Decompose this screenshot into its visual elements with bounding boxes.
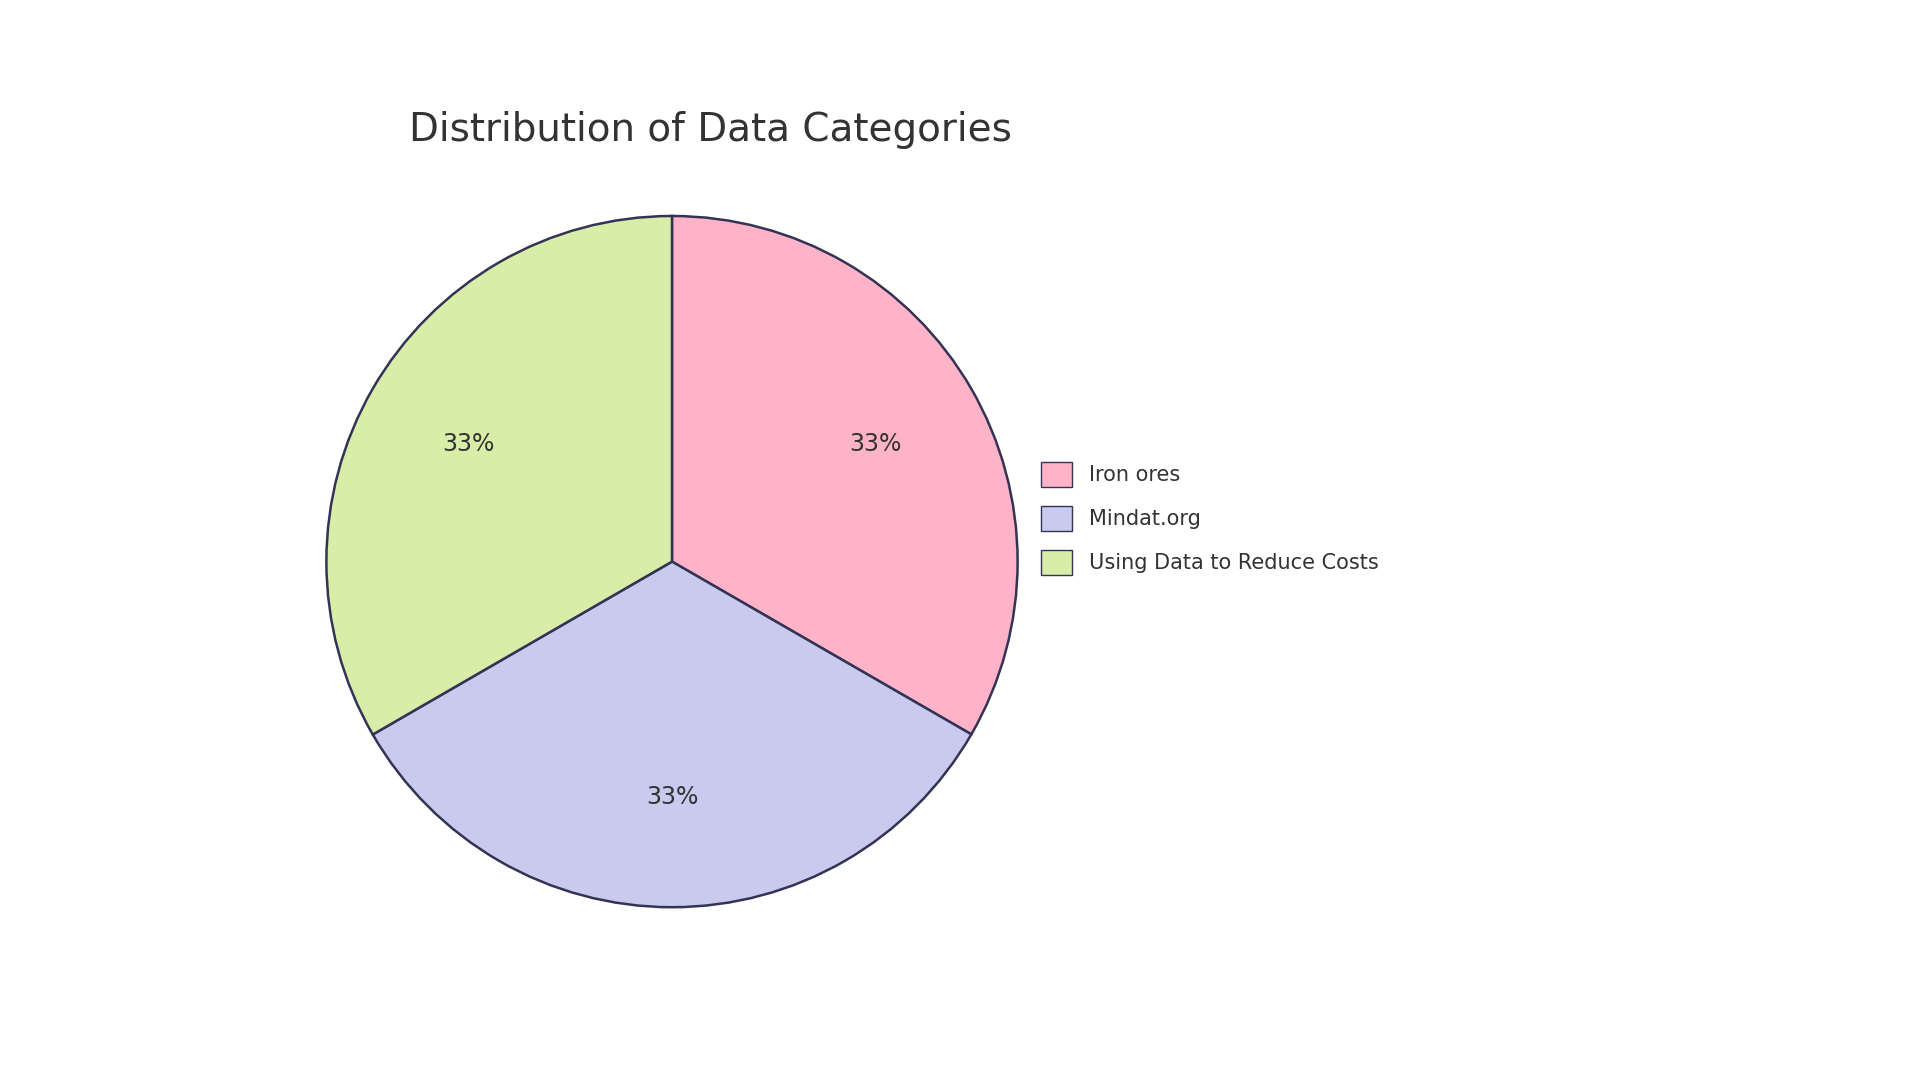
Text: 33%: 33% <box>849 432 902 456</box>
Text: 33%: 33% <box>645 784 699 809</box>
Wedge shape <box>672 216 1018 734</box>
Text: Distribution of Data Categories: Distribution of Data Categories <box>409 110 1012 149</box>
Text: 33%: 33% <box>442 432 495 456</box>
Wedge shape <box>372 562 972 907</box>
Legend: Iron ores, Mindat.org, Using Data to Reduce Costs: Iron ores, Mindat.org, Using Data to Red… <box>1020 441 1400 596</box>
Wedge shape <box>326 216 672 734</box>
